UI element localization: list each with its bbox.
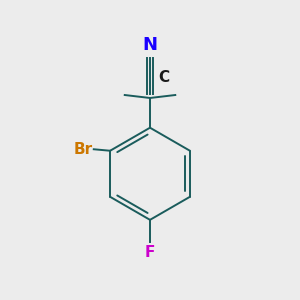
Text: N: N [142, 36, 158, 54]
Text: Br: Br [73, 142, 92, 157]
Text: F: F [145, 245, 155, 260]
Text: C: C [158, 70, 169, 85]
